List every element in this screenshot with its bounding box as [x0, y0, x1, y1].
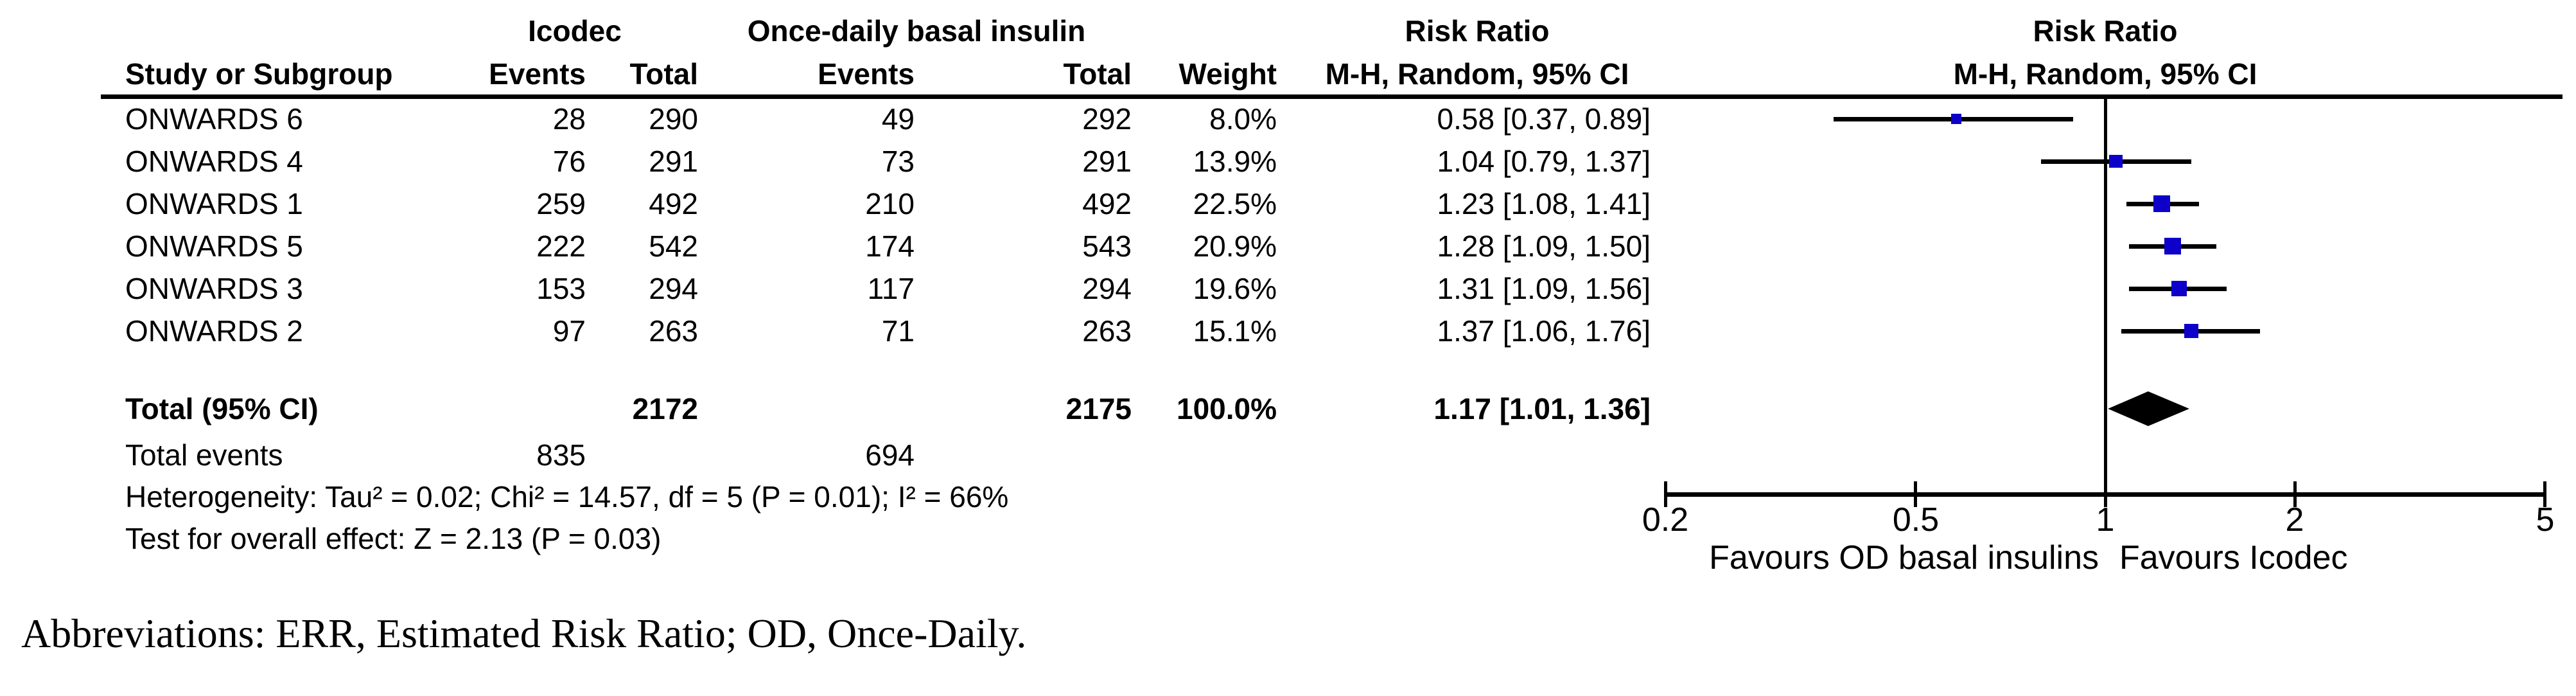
effect-marker	[2184, 324, 2198, 338]
study-name: ONWARDS 2	[125, 314, 303, 348]
weight-value: 22.5%	[1193, 187, 1277, 220]
favours-right-label: Favours Icodec	[2119, 539, 2348, 576]
effect-marker	[2153, 195, 2171, 213]
od-events: 117	[867, 272, 915, 305]
icodec-total-header: Total	[629, 57, 698, 91]
icodec-total: 263	[649, 314, 698, 348]
od-events-header: Events	[818, 57, 915, 91]
od-total: 263	[1082, 314, 1132, 348]
axis-tick-label: 0.5	[1892, 501, 1940, 539]
icodec-events: 97	[552, 314, 586, 348]
icodec-events: 28	[552, 102, 586, 136]
study-name: ONWARDS 3	[125, 272, 303, 305]
mh-ci-column-header: M-H, Random, 95% CI	[1325, 57, 1629, 91]
axis-tick	[1914, 481, 1918, 507]
study-name: ONWARDS 4	[125, 145, 303, 178]
weight-value: 13.9%	[1193, 145, 1277, 178]
od-total: 492	[1082, 187, 1132, 220]
axis-tick-label: 0.2	[1642, 501, 1689, 539]
total-events-icodec: 835	[536, 438, 586, 472]
rr-ci-value: 1.04 [0.79, 1.37]	[1437, 145, 1651, 178]
od-events: 210	[865, 187, 915, 220]
risk-ratio-column-header: Risk Ratio	[1405, 14, 1550, 48]
rr-ci-value: 0.58 [0.37, 0.89]	[1437, 102, 1651, 136]
icodec-total: 492	[649, 187, 698, 220]
axis-tick	[2543, 481, 2547, 507]
axis-tick-label: 1	[2096, 501, 2115, 539]
axis-tick	[1663, 481, 1667, 507]
od-total: 291	[1082, 145, 1132, 178]
axis-tick	[2103, 481, 2107, 507]
od-total: 294	[1082, 272, 1132, 305]
od-total: 292	[1082, 102, 1132, 136]
icodec-events: 222	[536, 229, 586, 263]
rr-ci-value: 1.23 [1.08, 1.41]	[1437, 187, 1651, 220]
group-header-icodec: Icodec	[528, 14, 622, 48]
icodec-events-header: Events	[489, 57, 586, 91]
rr-ci-value: 1.28 [1.09, 1.50]	[1437, 229, 1651, 263]
axis-tick-label: 2	[2285, 501, 2304, 539]
group-header-od-basal: Once-daily basal insulin	[747, 14, 1086, 48]
weight-value: 20.9%	[1193, 229, 1277, 263]
effect-marker	[2109, 154, 2123, 168]
reference-line	[2103, 98, 2107, 507]
total-rr-ci: 1.17 [1.01, 1.36]	[1433, 392, 1651, 425]
weight-value: 15.1%	[1193, 314, 1277, 348]
total-events-label: Total events	[125, 438, 283, 472]
effect-marker	[2171, 280, 2187, 297]
od-total: 543	[1082, 229, 1132, 263]
effect-marker	[1951, 114, 1961, 124]
icodec-events: 259	[536, 187, 586, 220]
favours-left-label: Favours OD basal insulins	[1709, 539, 2099, 576]
weight-value: 19.6%	[1193, 272, 1277, 305]
risk-ratio-plot-header: Risk Ratio	[2033, 14, 2178, 48]
icodec-total: 294	[649, 272, 698, 305]
total-events-od: 694	[865, 438, 915, 472]
icodec-total: 290	[649, 102, 698, 136]
axis-tick-label: 5	[2536, 501, 2555, 539]
icodec-total: 542	[649, 229, 698, 263]
total-label: Total (95% CI)	[125, 392, 319, 425]
rr-ci-value: 1.37 [1.06, 1.76]	[1437, 314, 1651, 348]
mh-ci-plot-header: M-H, Random, 95% CI	[1953, 57, 2257, 91]
weight-value: 8.0%	[1209, 102, 1277, 136]
study-name: ONWARDS 6	[125, 102, 303, 136]
heterogeneity-text: Heterogeneity: Tau² = 0.02; Chi² = 14.57…	[125, 480, 1009, 513]
rr-ci-value: 1.31 [1.09, 1.56]	[1437, 272, 1651, 305]
study-name: ONWARDS 5	[125, 229, 303, 263]
od-events: 73	[881, 145, 915, 178]
od-events: 49	[881, 102, 915, 136]
study-column-header: Study or Subgroup	[125, 57, 393, 91]
icodec-events: 76	[552, 145, 586, 178]
abbreviations-note: Abbreviations: ERR, Estimated Risk Ratio…	[21, 611, 1027, 656]
study-name: ONWARDS 1	[125, 187, 303, 220]
od-total-header: Total	[1063, 57, 1132, 91]
total-od-n: 2175	[1065, 392, 1132, 425]
effect-marker	[2164, 238, 2181, 254]
icodec-events: 153	[536, 272, 586, 305]
weight-header: Weight	[1178, 57, 1277, 91]
axis-tick	[2293, 481, 2297, 507]
total-weight: 100.0%	[1176, 392, 1277, 425]
total-icodec-n: 2172	[632, 392, 698, 425]
icodec-total: 291	[649, 145, 698, 178]
od-events: 71	[881, 314, 915, 348]
od-events: 174	[865, 229, 915, 263]
header-rule	[101, 94, 2563, 99]
overall-effect-text: Test for overall effect: Z = 2.13 (P = 0…	[125, 522, 662, 555]
